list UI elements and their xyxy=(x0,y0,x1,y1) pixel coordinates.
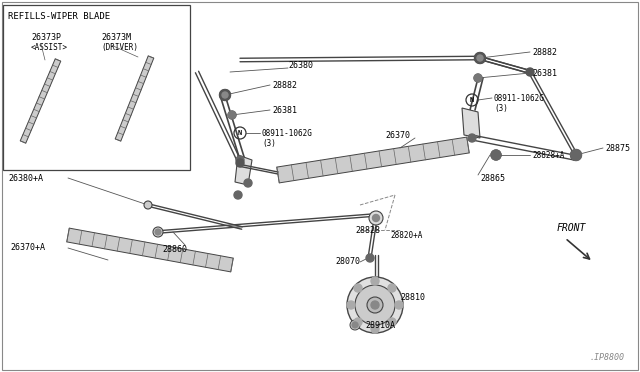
Circle shape xyxy=(153,227,163,237)
Text: 26381: 26381 xyxy=(532,68,557,77)
Text: 28882: 28882 xyxy=(272,80,297,90)
Circle shape xyxy=(371,301,379,309)
Circle shape xyxy=(355,285,395,325)
Circle shape xyxy=(570,150,582,160)
Polygon shape xyxy=(67,228,233,272)
Circle shape xyxy=(371,325,379,333)
Circle shape xyxy=(222,92,228,98)
Circle shape xyxy=(234,191,242,199)
Circle shape xyxy=(526,68,534,76)
Circle shape xyxy=(477,55,483,61)
Circle shape xyxy=(244,179,252,187)
Text: 28810: 28810 xyxy=(400,294,425,302)
Text: 28860: 28860 xyxy=(162,246,187,254)
Text: 28882: 28882 xyxy=(532,48,557,57)
Text: 28910A: 28910A xyxy=(365,321,395,330)
Circle shape xyxy=(347,277,403,333)
Circle shape xyxy=(491,150,501,160)
Text: N: N xyxy=(238,130,242,136)
Circle shape xyxy=(468,134,476,142)
Text: FRONT: FRONT xyxy=(557,223,586,233)
Text: 28865: 28865 xyxy=(480,173,505,183)
Text: <ASSIST>: <ASSIST> xyxy=(31,43,68,52)
Text: 26381: 26381 xyxy=(272,106,297,115)
Text: 08911-1062G: 08911-1062G xyxy=(494,93,545,103)
Text: (DRIVER): (DRIVER) xyxy=(101,43,138,52)
Polygon shape xyxy=(20,59,61,143)
Text: (3): (3) xyxy=(494,103,508,112)
Circle shape xyxy=(220,90,230,100)
Circle shape xyxy=(354,284,362,292)
Text: 28820+A: 28820+A xyxy=(390,231,422,240)
Text: REFILLS-WIPER BLADE: REFILLS-WIPER BLADE xyxy=(8,12,110,21)
Text: N: N xyxy=(470,97,474,103)
Circle shape xyxy=(367,297,383,313)
Circle shape xyxy=(228,111,236,119)
Polygon shape xyxy=(235,155,252,185)
Circle shape xyxy=(369,211,383,225)
Text: 28828: 28828 xyxy=(355,225,380,234)
Polygon shape xyxy=(276,137,469,183)
Text: 28875: 28875 xyxy=(605,144,630,153)
Circle shape xyxy=(350,320,360,330)
Circle shape xyxy=(372,215,380,221)
Text: 26373M: 26373M xyxy=(101,33,131,42)
Polygon shape xyxy=(462,108,480,138)
Text: 26370: 26370 xyxy=(385,131,410,140)
Circle shape xyxy=(366,254,374,262)
Circle shape xyxy=(354,318,362,326)
Circle shape xyxy=(144,201,152,209)
Circle shape xyxy=(352,322,358,328)
Circle shape xyxy=(474,74,482,82)
Circle shape xyxy=(155,229,161,235)
Circle shape xyxy=(236,159,244,167)
Circle shape xyxy=(371,277,379,285)
Text: 26380: 26380 xyxy=(288,61,313,70)
Circle shape xyxy=(388,318,396,326)
Text: 26373P: 26373P xyxy=(31,33,61,42)
Text: 26380+A: 26380+A xyxy=(8,173,43,183)
Text: (3): (3) xyxy=(262,138,276,148)
Bar xyxy=(3,5,190,170)
Circle shape xyxy=(474,52,486,64)
Text: 26370+A: 26370+A xyxy=(10,244,45,253)
Circle shape xyxy=(347,301,355,309)
Polygon shape xyxy=(115,56,154,141)
Circle shape xyxy=(388,284,396,292)
Text: .IP8800: .IP8800 xyxy=(590,353,625,362)
Text: 28070: 28070 xyxy=(335,257,360,266)
Text: 28828+A: 28828+A xyxy=(532,151,564,160)
Circle shape xyxy=(395,301,403,309)
Text: 08911-1062G: 08911-1062G xyxy=(262,128,313,138)
Circle shape xyxy=(236,156,244,164)
